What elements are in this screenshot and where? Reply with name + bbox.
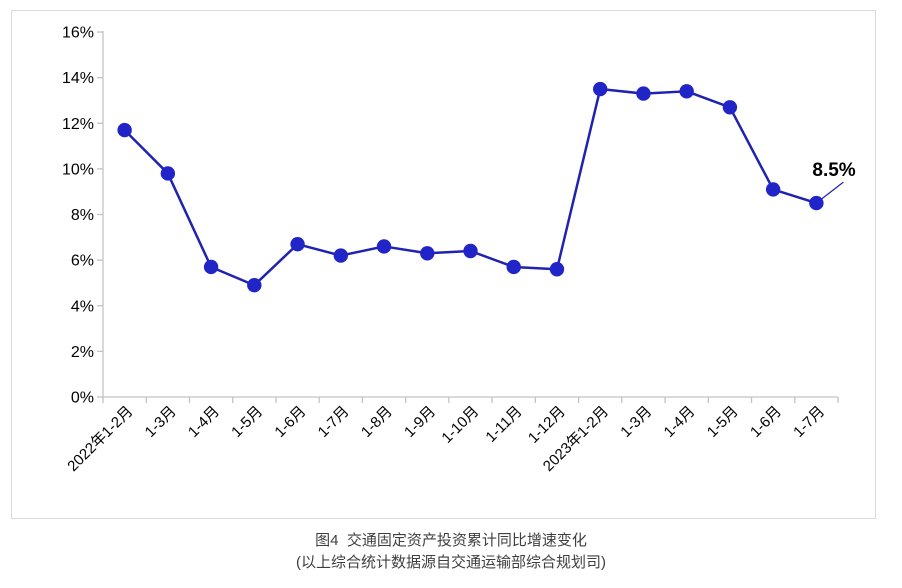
data-point xyxy=(636,86,651,101)
x-axis-tick-label: 1-7月 xyxy=(790,403,828,441)
x-axis-tick-label: 1-11月 xyxy=(482,403,525,446)
data-point xyxy=(722,100,738,115)
annotation-data-label: 8.5% xyxy=(812,160,855,181)
x-axis-tick-label: 1-3月 xyxy=(142,403,180,441)
x-axis-tick-label: 1-5月 xyxy=(228,403,266,441)
data-point xyxy=(593,81,608,97)
data-point xyxy=(160,166,176,181)
line-chart: 0%2%4%6%8%10%12%14%16%2022年1-2月 1-3月 1-4月 1… xyxy=(62,25,856,475)
x-axis-tick-label: 1-7月 xyxy=(315,403,353,441)
x-axis-tick-label: 1-4月 xyxy=(661,403,699,441)
data-point xyxy=(463,243,478,259)
x-axis-tick-label: 1-8月 xyxy=(358,403,396,441)
x-axis-tick-label: 1-10月 xyxy=(438,403,482,447)
x-axis-tick-label: 1-6月 xyxy=(747,403,785,441)
x-axis-tick-label: 1-4月 xyxy=(185,403,223,441)
annotation-leader-line xyxy=(821,181,844,200)
data-point xyxy=(420,246,435,261)
data-point xyxy=(290,236,305,252)
data-point xyxy=(333,248,348,263)
x-axis-tick-label: 1-9月 xyxy=(401,403,439,441)
data-point xyxy=(549,262,565,277)
data-point xyxy=(765,182,781,197)
figure-caption: 图4 交通固定资产投资累计同比增速变化 (以上综合统计数据源自交通运输部综合规划… xyxy=(0,530,902,574)
figure-caption-title: 图4 交通固定资产投资累计同比增速变化 xyxy=(315,532,587,549)
y-axis-tick-label: 12% xyxy=(62,116,94,133)
y-axis-tick-label: 4% xyxy=(71,298,94,315)
y-axis-tick-label: 2% xyxy=(71,344,94,361)
data-point xyxy=(506,259,521,275)
data-point xyxy=(117,122,132,138)
data-point xyxy=(247,278,262,293)
x-axis-tick-label: 1-6月 xyxy=(271,403,309,441)
y-axis-tick-label: 6% xyxy=(71,253,94,270)
y-axis-tick-label: 16% xyxy=(62,25,94,42)
x-axis-tick-label: 1-3月 xyxy=(617,403,655,441)
x-axis-tick-label: 1-5月 xyxy=(704,403,742,441)
data-point xyxy=(679,84,694,99)
chart-area: 0% 2% 4% 6% 8% 10% 12% 14% 16% 2022年1-2月 1-3月 1-4月 1… xyxy=(11,10,876,519)
y-axis-tick-label: 8% xyxy=(71,207,94,224)
figure-caption-source: (以上综合统计数据源自交通运输部综合规划司) xyxy=(296,554,606,571)
data-point xyxy=(203,259,219,275)
data-point xyxy=(809,195,824,211)
y-axis-tick-label: 10% xyxy=(62,161,94,178)
y-axis-tick-label: 0% xyxy=(71,390,94,407)
data-point xyxy=(376,239,392,254)
y-axis-tick-label: 14% xyxy=(62,70,94,87)
x-axis-tick-label: 2022年1-2月 xyxy=(64,403,136,475)
